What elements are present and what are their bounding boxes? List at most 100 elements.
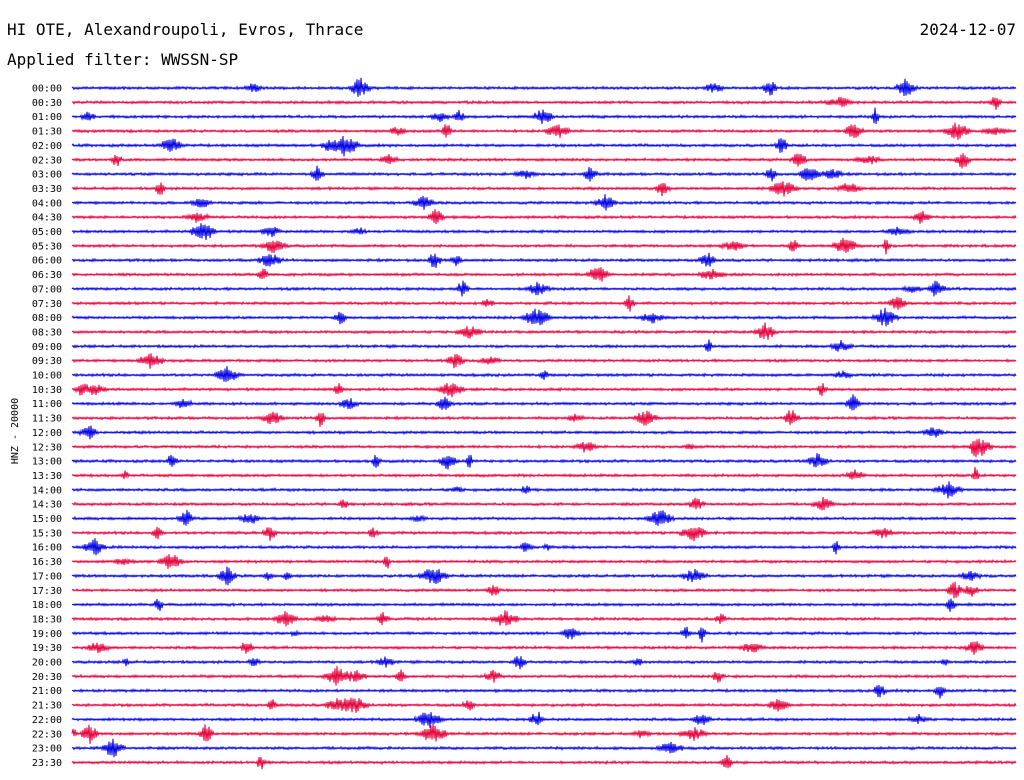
trace-line	[71, 339, 1017, 352]
trace-line	[71, 566, 1017, 586]
trace-line	[71, 610, 1017, 627]
trace-line	[71, 366, 1017, 382]
trace-line	[71, 697, 1017, 713]
trace-line	[71, 153, 1017, 169]
trace-line	[71, 181, 1017, 197]
tick-label: 09:00	[32, 342, 62, 353]
tick-label: 15:30	[32, 528, 62, 539]
trace-line	[71, 107, 1017, 125]
station-title: HI OTE, Alexandroupoli, Evros, Thrace	[7, 20, 364, 39]
trace-line	[71, 237, 1017, 255]
trace-line	[71, 738, 1017, 758]
trace-line	[71, 656, 1017, 670]
trace-line	[71, 509, 1017, 526]
tick-label: 19:00	[32, 629, 62, 640]
trace-line	[71, 496, 1017, 511]
trace-line	[71, 466, 1017, 480]
trace-line	[71, 453, 1017, 470]
tick-label: 17:30	[32, 586, 62, 597]
trace-line	[71, 280, 1017, 297]
tick-label: 02:00	[32, 141, 62, 152]
tick-label: 00:00	[32, 84, 62, 95]
tick-label: 04:30	[32, 213, 62, 224]
tick-label: 01:00	[32, 112, 62, 123]
trace-line	[71, 755, 1017, 770]
trace-line	[71, 410, 1017, 428]
tick-label: 07:30	[32, 299, 62, 310]
tick-label: 03:30	[32, 184, 62, 195]
trace-line	[71, 322, 1017, 340]
tick-label: 23:30	[32, 758, 62, 769]
tick-label: 01:30	[32, 127, 62, 138]
tick-label: 19:30	[32, 643, 62, 654]
trace-line	[71, 723, 1017, 745]
trace-line	[71, 209, 1017, 225]
trace-line	[71, 122, 1017, 140]
tick-label: 20:00	[32, 658, 62, 669]
tick-label: 11:00	[32, 399, 62, 410]
tick-label: 15:00	[32, 514, 62, 525]
tick-label: 08:00	[32, 313, 62, 324]
trace-line	[71, 425, 1017, 440]
tick-label: 05:30	[32, 241, 62, 252]
tick-label: 02:30	[32, 155, 62, 166]
tick-label: 05:00	[32, 227, 62, 238]
tick-label: 06:00	[32, 256, 62, 267]
tick-label: 06:30	[32, 270, 62, 281]
trace-line	[71, 353, 1017, 369]
trace-line	[71, 526, 1017, 542]
tick-label: 22:00	[32, 715, 62, 726]
trace-line	[71, 481, 1017, 499]
tick-label: 10:30	[32, 385, 62, 396]
filter-label: Applied filter: WWSSN-SP	[7, 50, 239, 69]
trace-line	[71, 626, 1017, 643]
trace-line	[71, 135, 1017, 157]
tick-label: 04:00	[32, 198, 62, 209]
tick-label: 16:30	[32, 557, 62, 568]
trace-line	[71, 223, 1017, 241]
trace-line	[71, 194, 1017, 211]
trace-line	[71, 383, 1017, 398]
trace-line	[71, 581, 1017, 599]
tick-label: 12:00	[32, 428, 62, 439]
tick-label: 08:30	[32, 327, 62, 338]
tick-label: 16:00	[32, 543, 62, 554]
trace-line	[71, 711, 1017, 728]
trace-line	[71, 77, 1017, 97]
tick-label: 00:30	[32, 98, 62, 109]
tick-label: 09:30	[32, 356, 62, 367]
tick-label: 21:00	[32, 686, 62, 697]
tick-label: 20:30	[32, 672, 62, 683]
trace-line	[71, 598, 1017, 612]
trace-line	[71, 394, 1017, 411]
tick-label: 10:00	[32, 371, 62, 382]
tick-label: 23:00	[32, 744, 62, 755]
tick-label: 21:30	[32, 701, 62, 712]
tick-label: 18:30	[32, 614, 62, 625]
date-label: 2024-12-07	[919, 20, 1016, 39]
tick-label: 11:30	[32, 414, 62, 425]
trace-line	[71, 641, 1017, 655]
trace-line	[71, 252, 1017, 268]
tick-label: 03:00	[32, 170, 62, 181]
trace-line	[71, 554, 1017, 569]
trace-line	[71, 685, 1017, 699]
tick-label: 14:00	[32, 485, 62, 496]
tick-label: 14:30	[32, 500, 62, 511]
tick-label: 22:30	[32, 729, 62, 740]
trace-line	[71, 307, 1017, 327]
trace-line	[71, 267, 1017, 282]
tick-label: 12:30	[32, 442, 62, 453]
tick-label: 17:00	[32, 571, 62, 582]
trace-line	[71, 165, 1017, 182]
trace-line	[71, 438, 1017, 458]
tick-label: 13:00	[32, 457, 62, 468]
tick-label: 07:00	[32, 284, 62, 295]
trace-line	[71, 538, 1017, 556]
trace-line	[71, 665, 1017, 686]
trace-line	[71, 295, 1017, 312]
tick-label: 18:00	[32, 600, 62, 611]
tick-label: 13:30	[32, 471, 62, 482]
